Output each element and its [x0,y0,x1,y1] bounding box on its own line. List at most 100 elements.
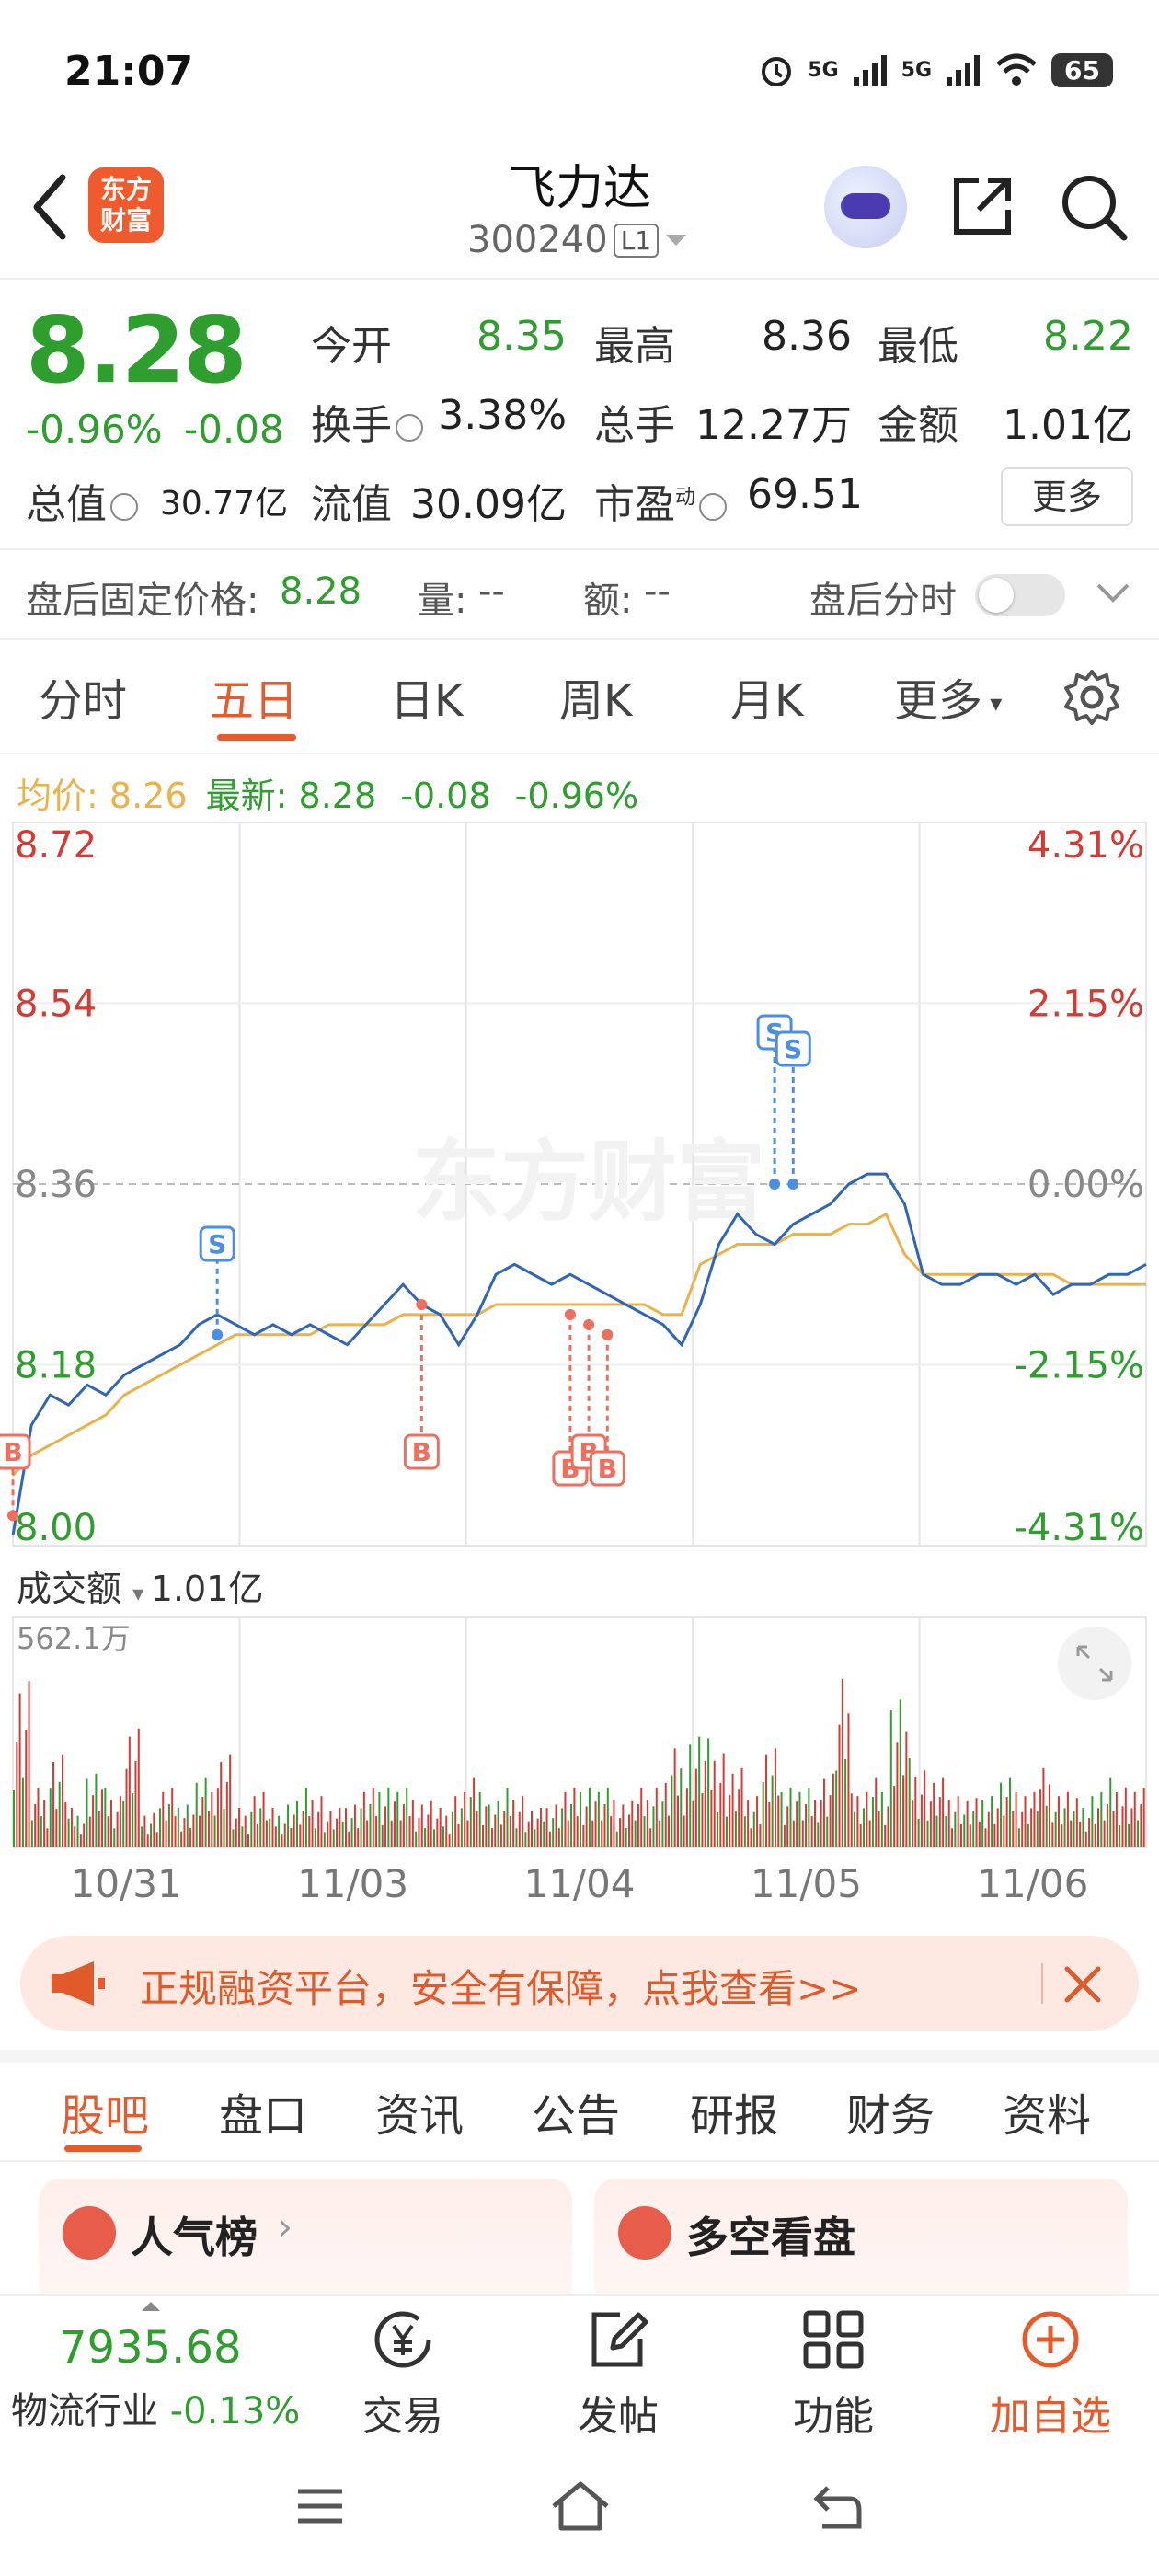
info-icon[interactable] [396,414,423,442]
volume-bar [676,1795,679,1847]
wifi-icon [996,53,1037,86]
tab-daily-k[interactable]: 日K [390,675,464,727]
gear-icon[interactable] [1062,668,1121,727]
nav-functions[interactable]: 功能 [741,2307,925,2442]
volume-bar [704,1760,706,1847]
five-day-chart[interactable]: 东方财富 8.72 8.54 8.36 8.18 8.00 4.31% 2.15% 0.00% -… [0,819,1159,1923]
tab-research[interactable]: 研报 [690,2090,779,2142]
volume-bar [464,1791,466,1847]
assistant-robot-icon[interactable] [824,166,907,248]
nav-add-watchlist-label: 加自选 [990,2393,1111,2440]
volume-value: 12.27万 [695,402,852,449]
volume-bar [415,1831,418,1847]
home-icon[interactable] [548,2478,613,2534]
volume-bar [308,1816,311,1847]
after-hours-divider [0,638,1159,640]
tab-news[interactable]: 资讯 [375,2090,465,2142]
x-tick-label: 11/03 [297,1861,408,1906]
volume-bar [296,1800,298,1847]
volume-bar [765,1754,768,1847]
volume-bar [606,1788,609,1847]
info-icon[interactable] [699,493,728,521]
nav-post[interactable]: 发帖 [526,2307,710,2442]
volume-bar [640,1788,643,1847]
volume-bar [594,1801,597,1847]
brand-logo[interactable]: 东方 财富 [88,167,164,243]
volume-bar [545,1808,548,1847]
volume-bar [969,1824,971,1847]
stock-code-selector[interactable]: 300240 L1 [467,219,688,261]
nav-post-label: 发帖 [578,2393,659,2440]
trade-marker-badge [775,1030,811,1067]
volume-bar [445,1815,448,1847]
volume-bar [411,1800,414,1847]
watermark: 东方财富 [412,1131,765,1234]
tab-guba[interactable]: 股吧 [61,2090,150,2142]
nav-add-watchlist[interactable]: 加自选 [958,2307,1142,2442]
volume-bar [801,1820,804,1847]
volume-bar [304,1788,307,1847]
popularity-card[interactable]: 人气榜 › [39,2179,572,2307]
share-icon[interactable] [947,171,1017,241]
tab-more[interactable]: 更多 ▾ [894,675,1003,727]
status-time: 21:07 [64,48,194,95]
after-hours-toggle[interactable] [975,574,1065,616]
industry-index-value[interactable]: 7935.68 [59,2322,242,2374]
volume-bar [1066,1791,1069,1847]
volume-bar [16,1742,18,1847]
volume-bar [717,1812,719,1847]
volume-bar [1054,1811,1057,1847]
tab-financials[interactable]: 财务 [846,2090,935,2142]
after-hours-price: 8.28 [280,570,362,613]
info-icon[interactable] [110,493,138,521]
change-amount: -0.08 [184,407,284,452]
promo-text[interactable]: 正规融资平台，安全有保障，点我查看>> [140,1966,862,2011]
tab-intraday[interactable]: 分时 [39,675,128,727]
volume-bar [926,1820,929,1847]
low-label: 最低 [878,323,958,370]
volume-bar [1061,1823,1063,1847]
trade-marker-dot [564,1308,576,1320]
search-icon[interactable] [1058,171,1128,241]
volume-bar [253,1796,256,1847]
volume-bar [613,1800,615,1847]
tab-monthly-k[interactable]: 月K [730,675,804,727]
back-nav-icon[interactable] [809,2482,865,2532]
volume-bar [694,1768,697,1847]
close-icon[interactable] [1058,1960,1107,2009]
more-quote-button[interactable]: 更多 [1001,467,1133,526]
volume-bar [859,1823,862,1847]
volume-bar [293,1814,295,1847]
chevron-down-icon[interactable] [1095,580,1131,607]
tab-weekly-k[interactable]: 周K [559,675,633,727]
trade-marker-label: B [3,1437,22,1467]
volume-bar [954,1811,957,1847]
trade-marker-label: S [208,1229,226,1259]
tab-announcements[interactable]: 公告 [532,2090,621,2142]
volume-bar [30,1820,33,1847]
volume-bar [1075,1798,1078,1847]
volume-bar [893,1786,896,1847]
promo-banner[interactable] [20,1936,1139,2031]
mcap-value: 30.77亿 [160,485,289,523]
tab-order-book[interactable]: 盘口 [219,2090,308,2142]
tab-five-day[interactable]: 五日 [210,675,299,727]
tab-profile[interactable]: 资料 [1003,2090,1092,2142]
volume-bar [274,1826,277,1847]
volume-bar [344,1808,347,1847]
industry-index[interactable]: 物流行业 -0.13% [11,2381,300,2434]
nav-trade[interactable]: 交易 [311,2307,495,2442]
volume-bar [211,1791,213,1847]
bull-bear-card[interactable]: 多空看盘 [594,2179,1128,2307]
back-icon[interactable] [28,170,74,244]
avg-value: 8.26 [109,776,188,816]
volume-bar [643,1816,646,1847]
volume-bar [283,1823,286,1847]
battery-level: 65 [1051,52,1113,87]
volume-bar [659,1820,661,1847]
volume-bar [137,1728,140,1847]
volume-selector[interactable]: 成交额 ▾ 1.01亿 [17,1569,264,1609]
volume-bar [448,1834,451,1847]
menu-icon[interactable] [293,2484,348,2528]
volume-bar [789,1787,792,1847]
